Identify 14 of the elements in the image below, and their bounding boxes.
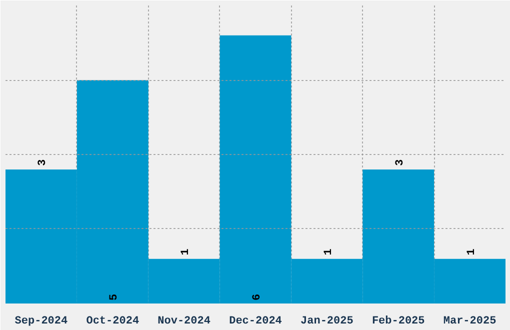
x-tick-label: Feb-2025	[372, 316, 426, 328]
data-label: 5	[108, 294, 121, 301]
data-label: 1	[466, 248, 478, 256]
x-tick-label: Sep-2024	[14, 316, 68, 328]
data-label: 3	[394, 158, 406, 166]
x-tick-label: Mar-2025	[443, 316, 497, 328]
x-tick-label: Nov-2024	[158, 316, 211, 328]
x-tick-label: Jan-2025	[300, 316, 354, 328]
x-tick-label: Oct-2024	[86, 316, 140, 328]
data-label: 3	[37, 158, 50, 166]
data-label: 1	[180, 248, 192, 256]
data-label: 1	[322, 248, 335, 256]
data-label: 6	[252, 294, 264, 301]
x-tick-label: Dec-2024	[229, 316, 282, 328]
